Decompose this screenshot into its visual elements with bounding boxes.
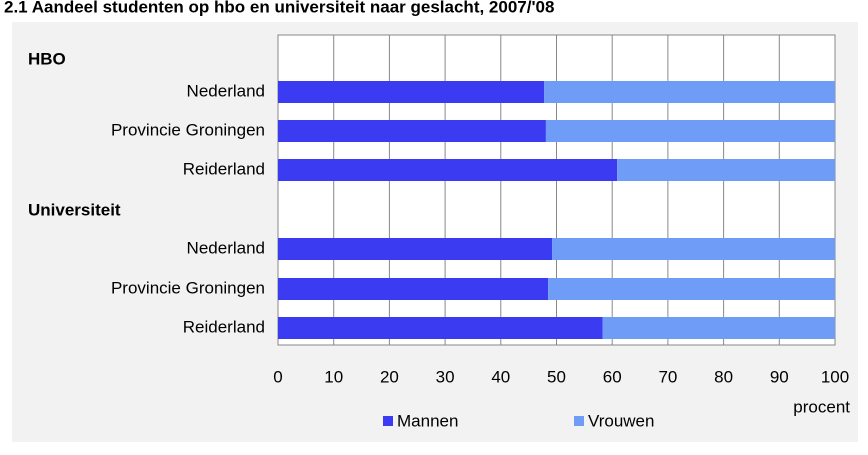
y-tick-label: Provincie Groningen [111,120,265,139]
x-tick-label: 70 [658,367,677,386]
bar [545,120,835,142]
x-tick-label: 40 [491,367,510,386]
x-tick-label: 20 [380,367,399,386]
y-tick-label: Nederland [187,81,265,100]
bar [278,120,546,142]
bar [552,238,835,260]
x-tick-label: 30 [436,367,455,386]
x-tick-label: 50 [547,367,566,386]
x-tick-label: 80 [714,367,733,386]
bar [278,278,549,300]
x-tick-label: 10 [324,367,343,386]
plot-border [277,34,836,346]
bar [278,238,553,260]
bar [602,317,835,339]
bar [544,81,835,103]
legend-swatch [574,416,584,426]
x-tick-label: 60 [603,367,622,386]
legend-label: Vrouwen [588,411,654,430]
y-tick-label: Provincie Groningen [111,278,265,297]
y-tick-label: Nederland [187,238,265,257]
bar [278,159,618,181]
x-tick-label: 0 [273,367,282,386]
legend-swatch [383,416,393,426]
x-axis-label: procent [793,397,850,416]
legend-label: Mannen [397,411,458,430]
bar [548,278,835,300]
group-label: HBO [28,49,66,68]
bar [617,159,835,181]
x-tick-label: 90 [770,367,789,386]
y-tick-label: Reiderland [183,159,265,178]
bar [278,317,603,339]
chart-title: 2.1 Aandeel studenten op hbo en universi… [4,0,554,16]
bar [278,81,545,103]
y-tick-label: Reiderland [183,317,265,336]
group-label: Universiteit [28,200,121,219]
x-tick-label: 100 [821,367,849,386]
